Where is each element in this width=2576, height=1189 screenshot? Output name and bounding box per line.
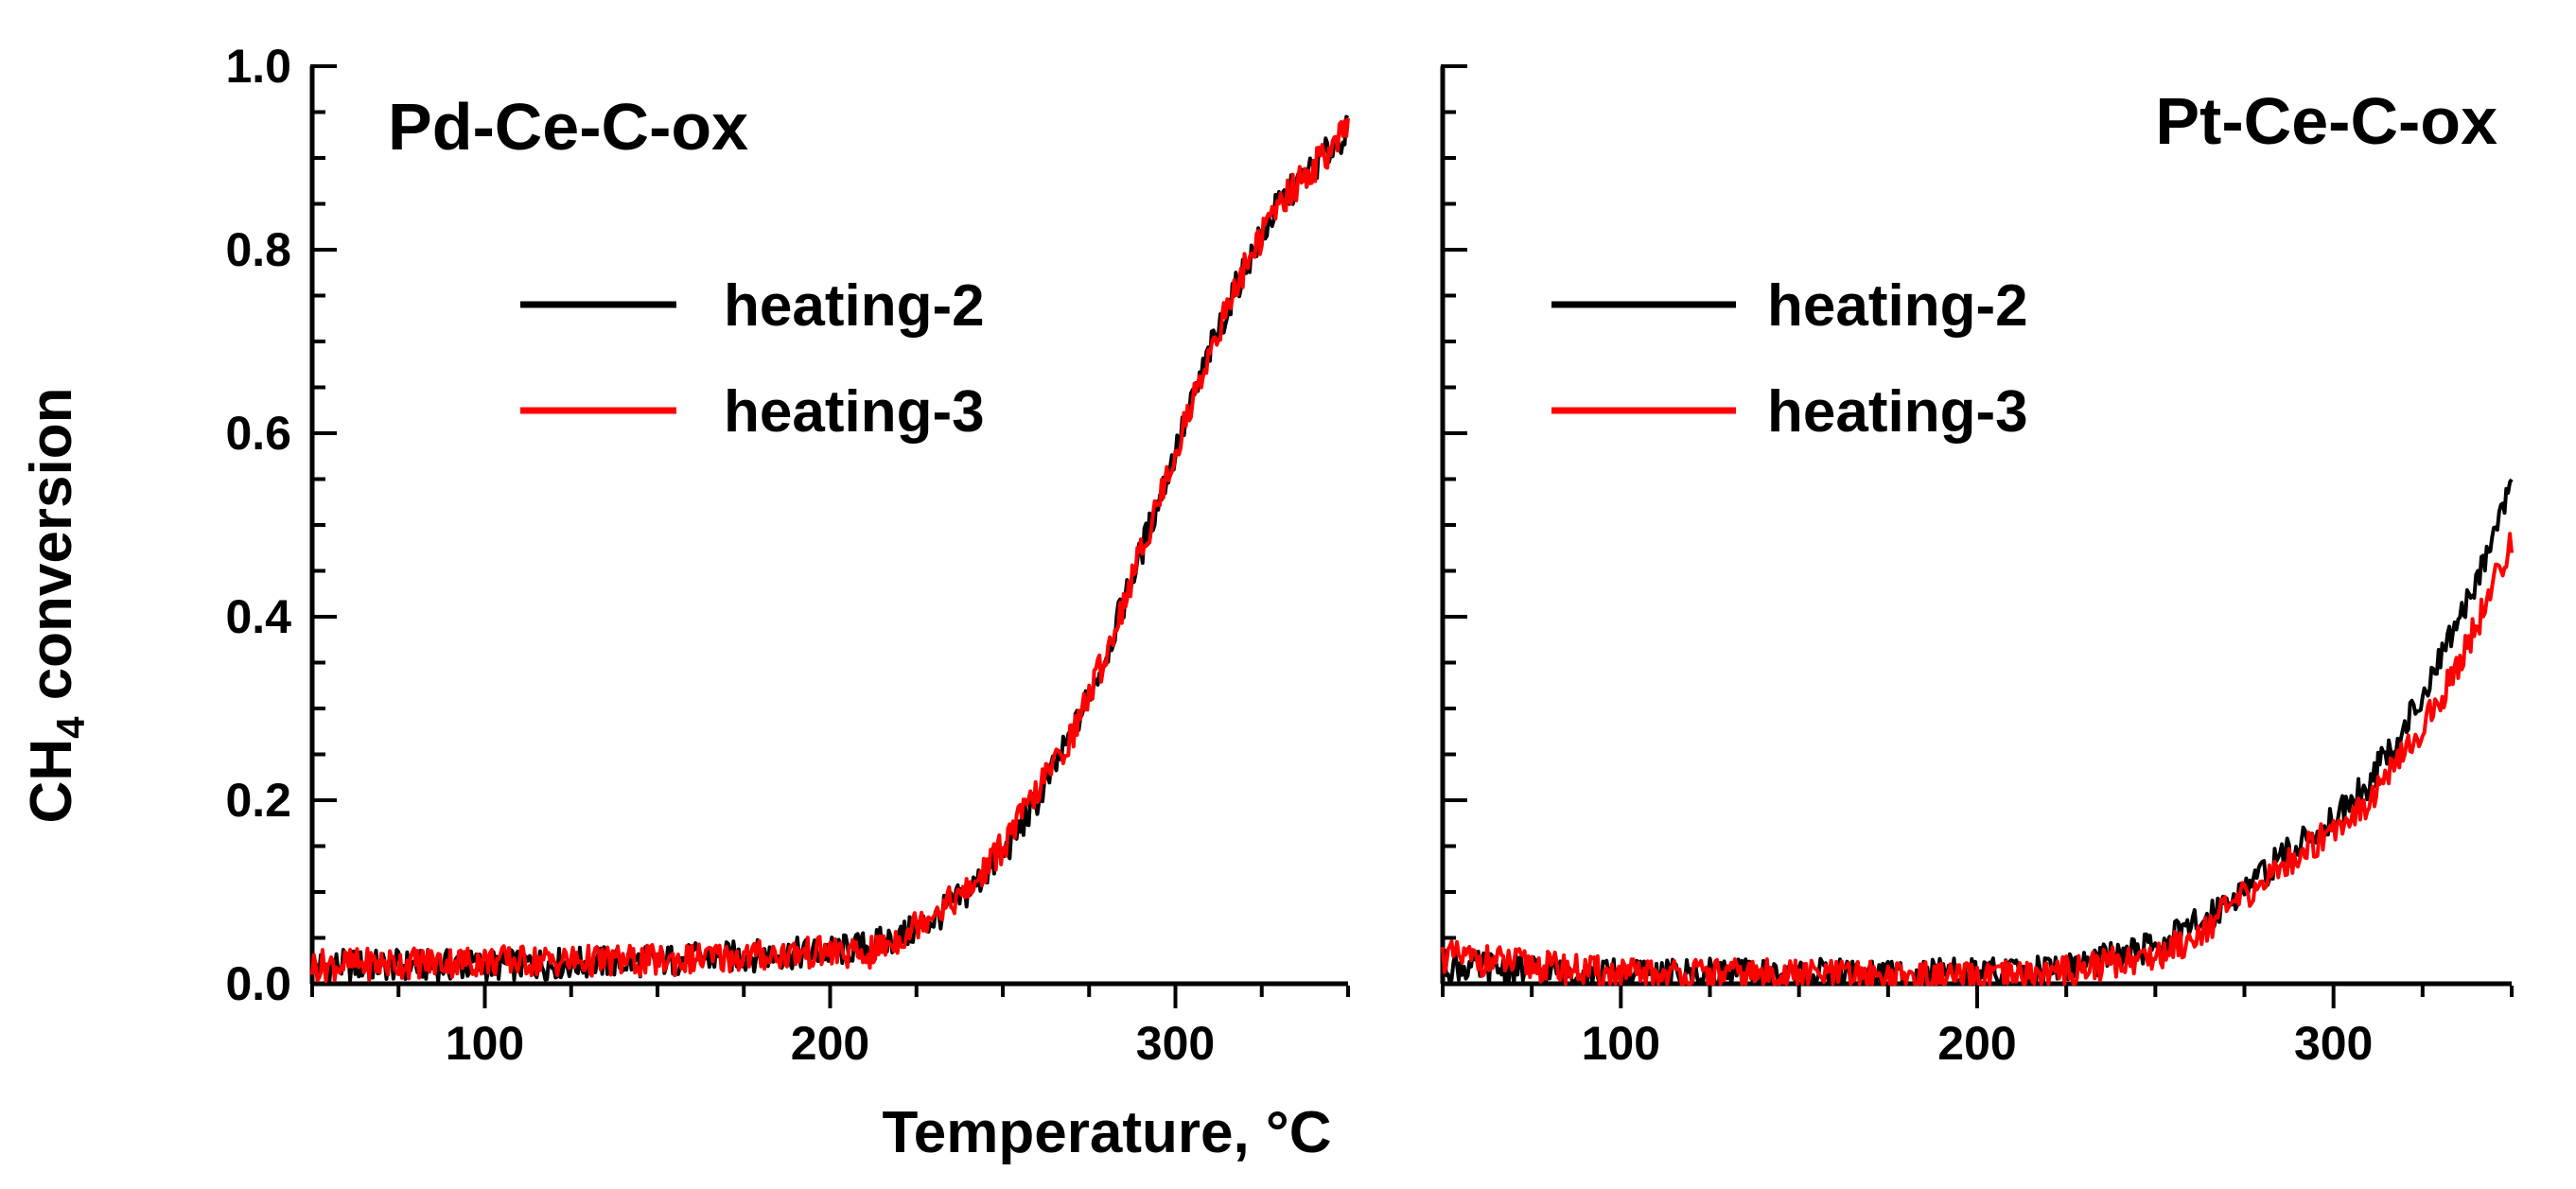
legend-label: heating-2 [724, 273, 985, 339]
series-line-heating-2 [1441, 478, 2514, 986]
x-tick-label: 100 [1582, 1017, 1660, 1070]
series-line-heating-2 [310, 114, 1350, 984]
legend-label: heating-3 [1767, 379, 2028, 445]
x-axis-title: Temperature, °C [883, 1100, 1332, 1165]
y-tick-label: 0.6 [225, 407, 291, 460]
y-tick-label: 0.0 [225, 957, 291, 1010]
x-tick-label: 200 [791, 1017, 869, 1070]
panel-2: 100 200 300 Pt-Ce-C-ox heating-2 heating-3 [1440, 64, 2514, 1070]
y-axis-title-main: CH [19, 739, 84, 824]
panels: 0.0 0.2 0.4 0.6 0.8 1.0 100 200 300 Pd-Ce-C-ox hea… [225, 40, 2514, 1070]
series-line-heating-3 [310, 117, 1350, 984]
y-axis-title: CH4 conversion [19, 388, 93, 824]
y-tick-label: 0.2 [225, 774, 291, 827]
y-tick-label: 0.8 [225, 223, 291, 276]
x-tick-label: 100 [446, 1017, 524, 1070]
panel-title: Pt-Ce-C-ox [2155, 84, 2497, 158]
y-axis-title-rest: conversion [19, 388, 84, 717]
legend-label: heating-3 [724, 379, 985, 445]
legend-label: heating-2 [1767, 273, 2028, 339]
y-tick-label: 0.4 [225, 590, 291, 643]
x-tick-label: 300 [2294, 1017, 2373, 1070]
series-line-heating-3 [1441, 532, 2514, 986]
y-tick-label: 1.0 [225, 40, 291, 93]
panel-title: Pd-Ce-C-ox [388, 90, 748, 164]
panel-1: 0.0 0.2 0.4 0.6 0.8 1.0 100 200 300 Pd-Ce-C-ox hea… [225, 40, 1350, 1070]
y-axis-title-subscript: 4 [48, 716, 93, 739]
x-tick-label: 200 [1937, 1017, 2016, 1070]
x-tick-label: 300 [1136, 1017, 1215, 1070]
